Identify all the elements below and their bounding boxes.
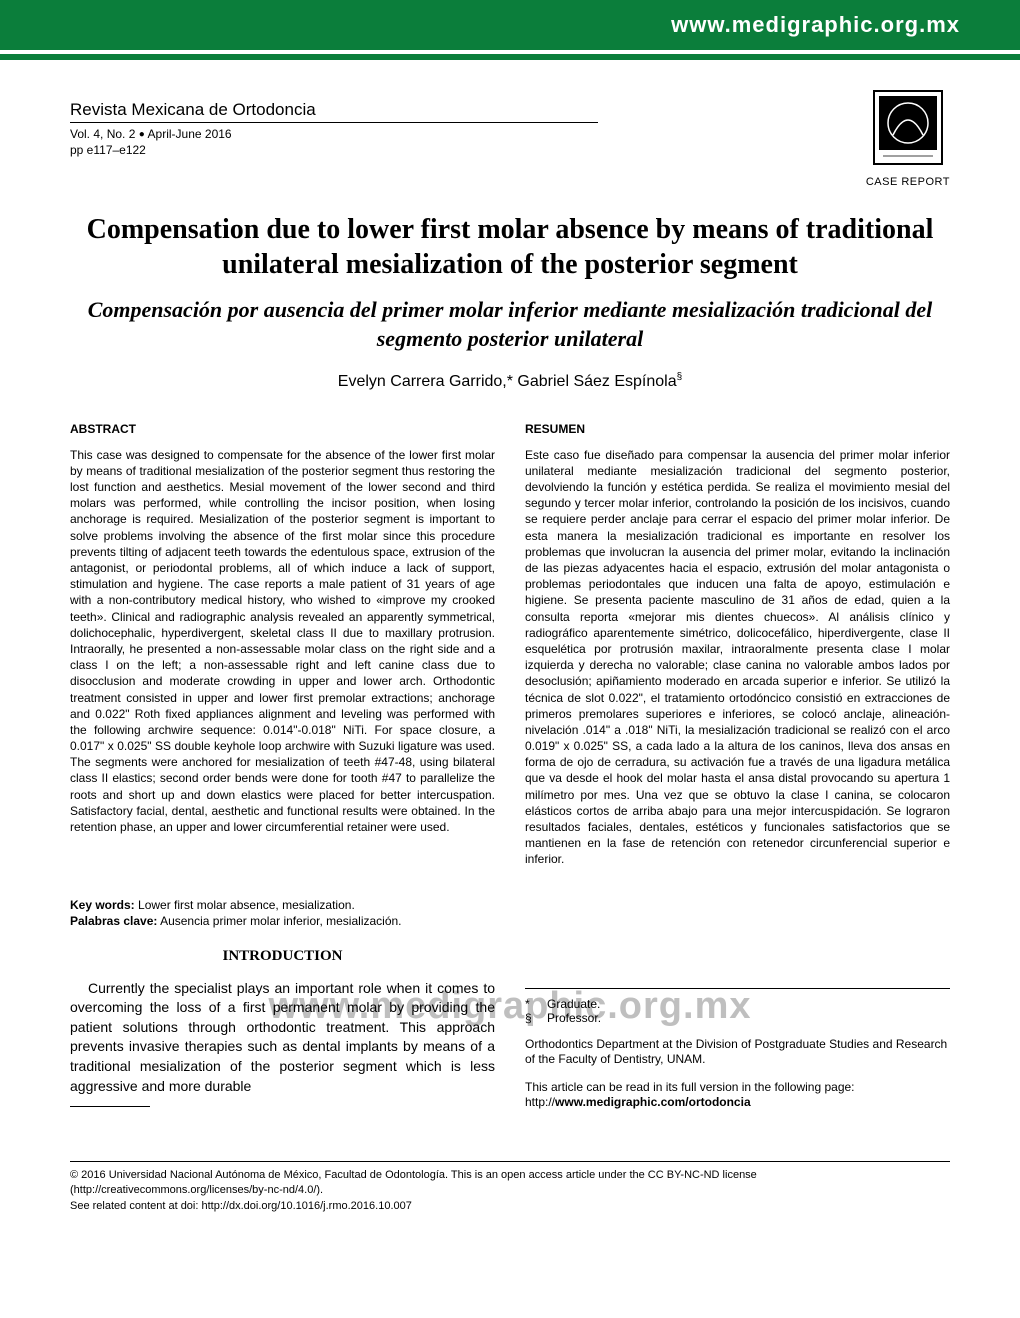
authors: Evelyn Carrera Garrido,* Gabriel Sáez Es… <box>70 371 950 390</box>
article-type: CASE REPORT <box>866 176 950 188</box>
introduction-column: INTRODUCTION Currently the specialist pl… <box>70 948 495 1111</box>
full-version-note: This article can be read in its full ver… <box>525 1080 950 1111</box>
footnote-rule-left <box>70 1106 150 1107</box>
affil-symbol: * <box>525 997 537 1011</box>
resumen-heading: RESUMEN <box>525 421 950 437</box>
bullet-icon: ● <box>139 129 148 140</box>
department-text: Orthodontics Department at the Division … <box>525 1037 950 1068</box>
journal-volume: Vol. 4, No. 2 <box>70 127 135 141</box>
footer-separator <box>70 1161 950 1162</box>
header-bar: www.medigraphic.org.mx <box>0 0 1020 50</box>
keywords-block: Key words: Lower first molar absence, me… <box>70 898 950 928</box>
resumen-column: RESUMEN Este caso fue diseñado para comp… <box>525 421 950 868</box>
affil-text: Graduate. <box>547 997 600 1011</box>
introduction-heading: INTRODUCTION <box>70 948 495 965</box>
keywords-es-text: Ausencia primer molar inferior, mesializ… <box>157 914 401 928</box>
journal-name: Revista Mexicana de Ortodoncia <box>70 100 316 119</box>
affiliation-separator <box>525 988 950 989</box>
journal-pages: pp e117–e122 <box>70 143 950 157</box>
full-version-link[interactable]: www.medigraphic.com/ortodoncia <box>555 1095 751 1109</box>
abstract-column: ABSTRACT This case was designed to compe… <box>70 421 495 868</box>
footer: © 2016 Universidad Nacional Autónoma de … <box>0 1168 1020 1244</box>
affil-text: Professor. <box>547 1011 601 1025</box>
title-english: Compensation due to lower first molar ab… <box>70 212 950 282</box>
keywords-es-label: Palabras clave: <box>70 914 157 928</box>
affiliation-list: * Graduate. § Professor. <box>525 997 950 1025</box>
copyright-text: © 2016 Universidad Nacional Autónoma de … <box>70 1168 950 1199</box>
unam-logo-icon <box>873 90 943 165</box>
page-content: CASE REPORT Revista Mexicana de Ortodonc… <box>0 60 1020 1141</box>
affiliation-item: § Professor. <box>525 1011 950 1025</box>
journal-meta: Vol. 4, No. 2 ● April-June 2016 <box>70 127 950 141</box>
affil-symbol: § <box>525 1011 537 1025</box>
journal-date: April-June 2016 <box>148 127 232 141</box>
title-spanish: Compensación por ausencia del primer mol… <box>70 296 950 353</box>
keywords-en-text: Lower first molar absence, mesialization… <box>135 898 355 912</box>
authors-text: Evelyn Carrera Garrido,* Gabriel Sáez Es… <box>338 373 682 390</box>
keywords-en-label: Key words: <box>70 898 135 912</box>
journal-name-rule: Revista Mexicana de Ortodoncia <box>70 100 598 123</box>
lower-columns: INTRODUCTION Currently the specialist pl… <box>70 948 950 1111</box>
abstract-columns: ABSTRACT This case was designed to compe… <box>70 421 950 868</box>
introduction-text: Currently the specialist plays an import… <box>70 979 495 1097</box>
header-url[interactable]: www.medigraphic.org.mx <box>671 12 960 38</box>
abstract-text: This case was designed to compensate for… <box>70 447 495 836</box>
keywords-es: Palabras clave: Ausencia primer molar in… <box>70 914 950 928</box>
affiliation-column: * Graduate. § Professor. Orthodontics De… <box>525 948 950 1111</box>
abstract-heading: ABSTRACT <box>70 421 495 437</box>
logo-block: CASE REPORT <box>866 90 950 188</box>
related-content-text: See related content at doi: http://dx.do… <box>70 1199 950 1214</box>
keywords-en: Key words: Lower first molar absence, me… <box>70 898 950 912</box>
affiliation-item: * Graduate. <box>525 997 950 1011</box>
resumen-text: Este caso fue diseñado para compensar la… <box>525 447 950 868</box>
